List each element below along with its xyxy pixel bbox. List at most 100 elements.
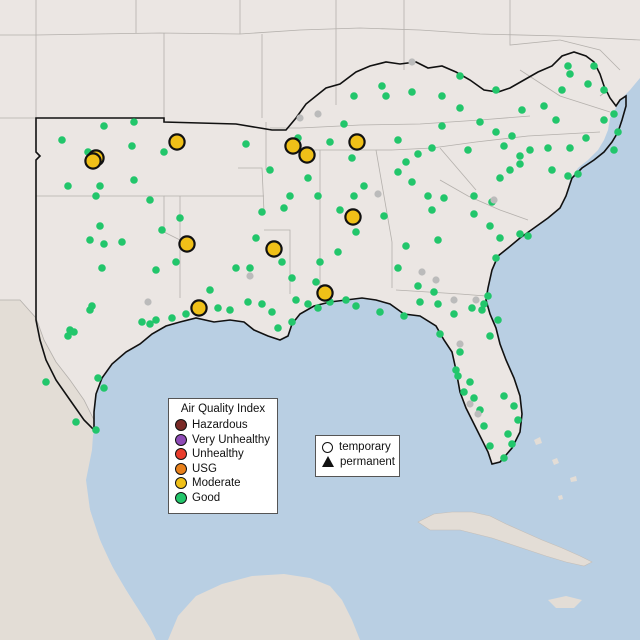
site-marker-good[interactable] bbox=[514, 416, 522, 424]
site-marker-good[interactable] bbox=[454, 372, 462, 380]
site-marker-good[interactable] bbox=[274, 324, 282, 332]
site-marker-good[interactable] bbox=[470, 192, 478, 200]
site-marker-good[interactable] bbox=[408, 178, 416, 186]
site-marker-no-data[interactable] bbox=[144, 298, 152, 306]
site-marker-good[interactable] bbox=[496, 234, 504, 242]
site-marker-good[interactable] bbox=[500, 142, 508, 150]
site-marker-good[interactable] bbox=[494, 316, 502, 324]
site-marker-good[interactable] bbox=[408, 88, 416, 96]
site-marker-good[interactable] bbox=[438, 92, 446, 100]
site-marker-good[interactable] bbox=[434, 236, 442, 244]
site-marker-good[interactable] bbox=[510, 402, 518, 410]
site-marker-good[interactable] bbox=[128, 142, 136, 150]
site-marker-moderate[interactable] bbox=[316, 284, 334, 302]
site-marker-good[interactable] bbox=[414, 282, 422, 290]
site-marker-good[interactable] bbox=[342, 296, 350, 304]
site-marker-good[interactable] bbox=[466, 378, 474, 386]
site-marker-no-data[interactable] bbox=[474, 410, 482, 418]
site-marker-good[interactable] bbox=[548, 166, 556, 174]
site-marker-good[interactable] bbox=[214, 304, 222, 312]
site-marker-good[interactable] bbox=[394, 136, 402, 144]
site-marker-moderate[interactable] bbox=[298, 146, 316, 164]
site-marker-moderate[interactable] bbox=[190, 299, 208, 317]
site-marker-good[interactable] bbox=[456, 72, 464, 80]
site-marker-good[interactable] bbox=[336, 206, 344, 214]
site-marker-good[interactable] bbox=[288, 274, 296, 282]
site-marker-good[interactable] bbox=[600, 116, 608, 124]
site-marker-good[interactable] bbox=[552, 116, 560, 124]
site-marker-good[interactable] bbox=[610, 146, 618, 154]
site-marker-good[interactable] bbox=[564, 172, 572, 180]
site-marker-good[interactable] bbox=[518, 106, 526, 114]
site-marker-good[interactable] bbox=[566, 70, 574, 78]
site-marker-good[interactable] bbox=[402, 158, 410, 166]
site-marker-good[interactable] bbox=[394, 168, 402, 176]
site-marker-good[interactable] bbox=[244, 298, 252, 306]
site-marker-good[interactable] bbox=[456, 348, 464, 356]
site-marker-good[interactable] bbox=[524, 232, 532, 240]
site-marker-moderate[interactable] bbox=[168, 133, 186, 151]
site-marker-good[interactable] bbox=[246, 264, 254, 272]
site-marker-good[interactable] bbox=[434, 300, 442, 308]
site-marker-good[interactable] bbox=[286, 192, 294, 200]
site-marker-good[interactable] bbox=[258, 300, 266, 308]
site-marker-good[interactable] bbox=[152, 266, 160, 274]
site-marker-good[interactable] bbox=[558, 86, 566, 94]
site-marker-good[interactable] bbox=[72, 418, 80, 426]
site-marker-good[interactable] bbox=[590, 62, 598, 70]
site-marker-good[interactable] bbox=[314, 192, 322, 200]
site-marker-good[interactable] bbox=[380, 212, 388, 220]
site-marker-no-data[interactable] bbox=[450, 296, 458, 304]
site-marker-good[interactable] bbox=[252, 234, 260, 242]
site-marker-good[interactable] bbox=[64, 332, 72, 340]
site-marker-good[interactable] bbox=[280, 204, 288, 212]
site-marker-good[interactable] bbox=[326, 138, 334, 146]
site-marker-moderate[interactable] bbox=[344, 208, 362, 226]
site-marker-good[interactable] bbox=[402, 242, 410, 250]
site-marker-good[interactable] bbox=[582, 134, 590, 142]
site-marker-good[interactable] bbox=[464, 146, 472, 154]
site-marker-good[interactable] bbox=[382, 92, 390, 100]
site-marker-good[interactable] bbox=[438, 122, 446, 130]
site-marker-good[interactable] bbox=[258, 208, 266, 216]
site-marker-no-data[interactable] bbox=[374, 190, 382, 198]
site-marker-good[interactable] bbox=[42, 378, 50, 386]
site-marker-good[interactable] bbox=[182, 310, 190, 318]
site-marker-good[interactable] bbox=[486, 222, 494, 230]
site-marker-good[interactable] bbox=[172, 258, 180, 266]
site-marker-good[interactable] bbox=[478, 306, 486, 314]
site-marker-moderate[interactable] bbox=[178, 235, 196, 253]
site-marker-good[interactable] bbox=[64, 182, 72, 190]
site-marker-good[interactable] bbox=[70, 328, 78, 336]
site-marker-good[interactable] bbox=[118, 238, 126, 246]
site-marker-good[interactable] bbox=[452, 366, 460, 374]
site-marker-good[interactable] bbox=[86, 236, 94, 244]
site-marker-good[interactable] bbox=[100, 122, 108, 130]
site-marker-good[interactable] bbox=[506, 166, 514, 174]
site-marker-good[interactable] bbox=[460, 388, 468, 396]
site-marker-good[interactable] bbox=[168, 314, 176, 322]
site-marker-good[interactable] bbox=[496, 174, 504, 182]
site-marker-good[interactable] bbox=[206, 286, 214, 294]
site-marker-good[interactable] bbox=[96, 222, 104, 230]
site-marker-good[interactable] bbox=[94, 374, 102, 382]
site-marker-good[interactable] bbox=[146, 196, 154, 204]
site-marker-moderate[interactable] bbox=[284, 137, 302, 155]
site-marker-good[interactable] bbox=[566, 144, 574, 152]
site-marker-good[interactable] bbox=[100, 384, 108, 392]
site-marker-moderate[interactable] bbox=[84, 152, 102, 170]
site-marker-no-data[interactable] bbox=[456, 340, 464, 348]
site-marker-good[interactable] bbox=[348, 154, 356, 162]
site-marker-good[interactable] bbox=[500, 454, 508, 462]
site-marker-no-data[interactable] bbox=[490, 196, 498, 204]
site-marker-good[interactable] bbox=[304, 174, 312, 182]
site-marker-good[interactable] bbox=[378, 82, 386, 90]
site-marker-good[interactable] bbox=[470, 210, 478, 218]
site-marker-good[interactable] bbox=[436, 330, 444, 338]
site-marker-good[interactable] bbox=[312, 278, 320, 286]
site-marker-good[interactable] bbox=[476, 118, 484, 126]
site-marker-good[interactable] bbox=[352, 228, 360, 236]
site-marker-good[interactable] bbox=[176, 214, 184, 222]
site-marker-good[interactable] bbox=[96, 182, 104, 190]
